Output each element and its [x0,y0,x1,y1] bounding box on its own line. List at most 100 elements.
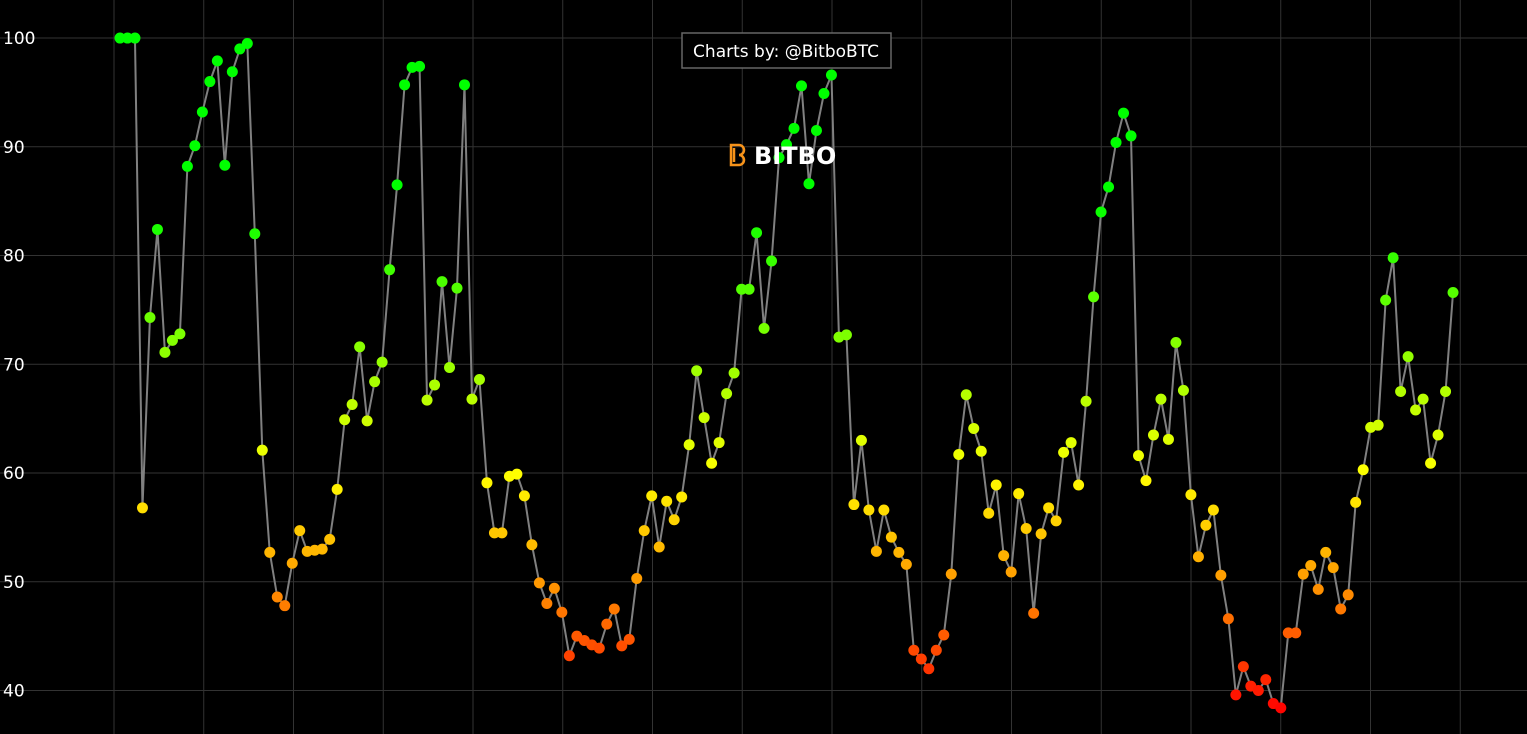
marker [1125,130,1137,142]
marker [339,414,351,426]
marker [1192,551,1204,563]
marker [893,546,905,558]
annotation: Charts by: @BitboBTC [693,42,879,62]
marker [968,422,980,434]
marker [810,124,822,136]
marker [316,543,328,555]
marker [354,341,366,353]
marker [938,629,950,641]
marker [683,439,695,451]
y-tick-label: 70 [3,355,25,375]
marker [196,106,208,118]
watermark-group: BITBO [729,142,836,170]
marker [646,490,658,502]
marker [204,76,216,88]
marker [1237,661,1249,673]
marker [473,374,485,386]
marker [421,394,433,406]
y-tick-label: 90 [3,138,25,158]
marker [1320,546,1332,558]
marker [795,80,807,92]
marker [361,415,373,427]
marker [623,633,635,645]
marker [249,228,261,240]
marker [863,504,875,516]
marker [369,376,381,388]
marker [608,603,620,615]
marker [324,533,336,545]
marker [399,79,411,91]
y-tick-label: 60 [3,464,25,484]
marker [166,334,178,346]
marker [1395,385,1407,397]
marker [751,227,763,239]
marker [1402,351,1414,363]
marker [1140,475,1152,487]
marker [908,644,920,656]
marker [436,276,448,288]
marker [1133,450,1145,462]
marker [825,69,837,81]
marker [1185,489,1197,501]
marker [1312,583,1324,595]
marker [728,367,740,379]
marker [256,444,268,456]
marker [1380,294,1392,306]
marker [1028,607,1040,619]
marker [1260,674,1272,686]
marker [848,499,860,511]
marker [698,412,710,424]
marker [1162,433,1174,445]
marker [1200,519,1212,531]
marker [1147,429,1159,441]
marker [601,618,613,630]
marker [451,282,463,294]
marker [1305,559,1317,571]
marker [900,558,912,570]
marker [174,328,186,340]
marker [721,388,733,400]
marker [706,457,718,469]
marker [758,322,770,334]
marker [1417,393,1429,405]
marker [661,495,673,507]
marker [781,139,793,151]
marker [458,79,470,91]
marker [1170,337,1182,349]
marker [241,37,253,49]
marker [878,504,890,516]
y-tick-label: 100 [3,29,35,49]
marker [1035,528,1047,540]
marker [1342,589,1354,601]
marker [429,379,441,391]
marker [1095,206,1107,218]
marker [144,312,156,324]
marker [803,178,815,190]
marker [548,582,560,594]
marker [1252,685,1264,697]
marker [1020,522,1032,534]
marker [563,650,575,662]
marker [541,598,553,610]
marker [1425,457,1437,469]
marker [1432,429,1444,441]
marker [211,55,223,67]
marker [518,490,530,502]
marker [1177,384,1189,396]
marker [945,568,957,580]
marker [533,577,545,589]
marker [1372,419,1384,431]
y-tick-label: 40 [3,682,25,702]
marker [1043,502,1055,514]
marker [1050,515,1062,527]
marker [1440,385,1452,397]
marker [271,591,283,603]
marker [1350,496,1362,508]
marker [279,600,291,612]
marker [593,642,605,654]
marker [1058,446,1070,458]
marker [481,477,493,489]
marker [1410,404,1422,416]
